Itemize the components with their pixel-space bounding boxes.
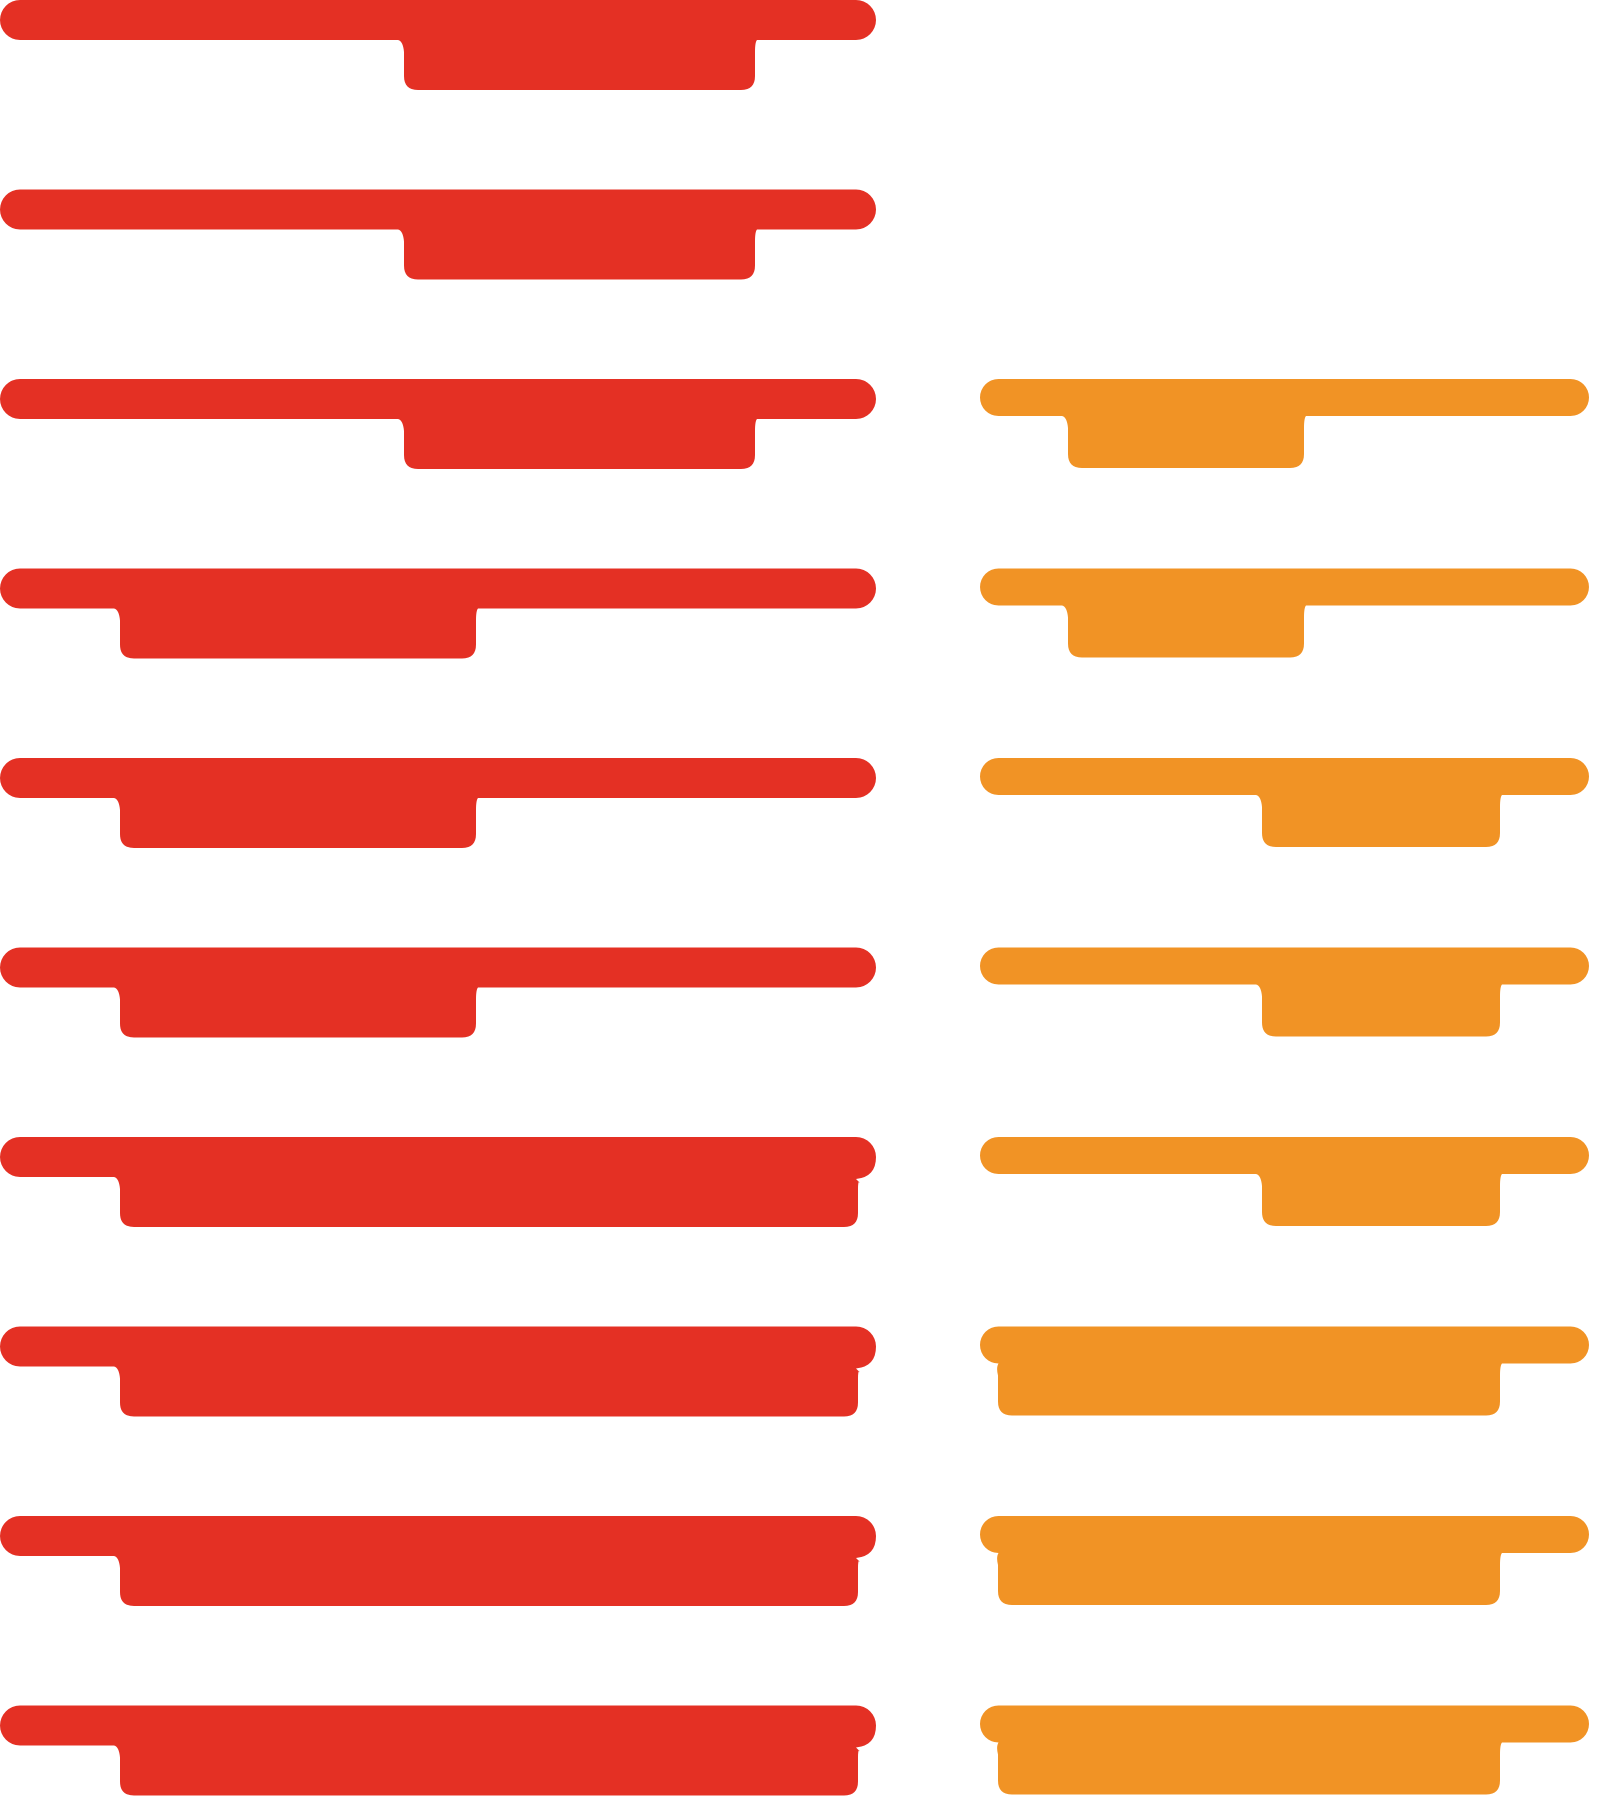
orange-tray-2 [980, 568, 1589, 658]
right-column [980, 379, 1589, 1795]
red-tray-4 [0, 568, 876, 659]
red-tray-1 [0, 0, 876, 90]
red-tray-2 [0, 189, 876, 280]
red-tray-7 [0, 1137, 876, 1227]
orange-tray-4 [980, 947, 1589, 1037]
red-tray-6 [0, 947, 876, 1038]
red-tray-10 [0, 1705, 876, 1796]
orange-tray-5 [980, 1137, 1589, 1226]
red-tray-3 [0, 379, 876, 469]
left-column [0, 0, 876, 1796]
orange-tray-8 [980, 1705, 1589, 1795]
orange-tray-3 [980, 758, 1589, 847]
orange-tray-7 [980, 1516, 1589, 1605]
red-tray-5 [0, 758, 876, 848]
red-tray-9 [0, 1516, 876, 1606]
red-tray-8 [0, 1326, 876, 1417]
orange-tray-6 [980, 1326, 1589, 1416]
orange-tray-1 [980, 379, 1589, 468]
